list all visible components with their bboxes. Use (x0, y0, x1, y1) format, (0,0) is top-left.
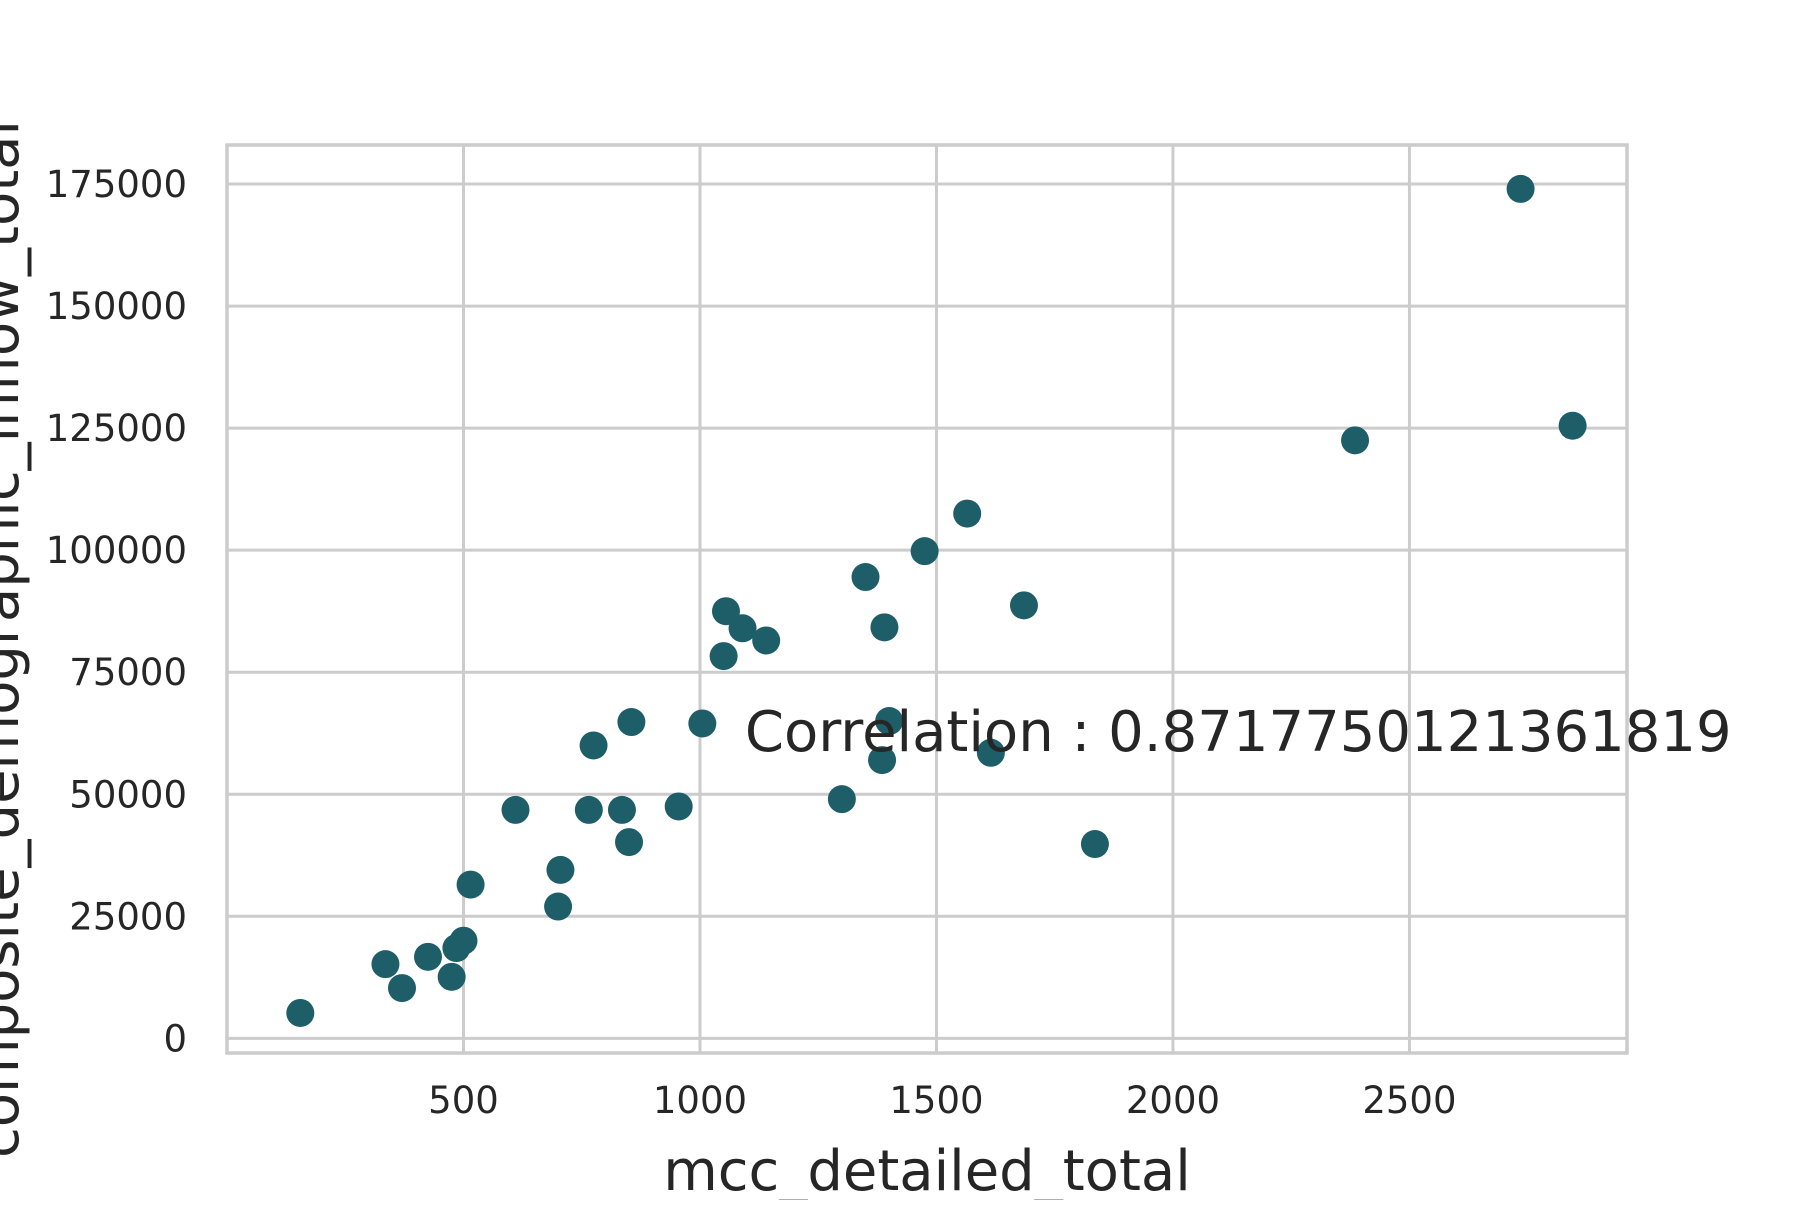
data-point (688, 709, 717, 738)
data-point (728, 614, 757, 643)
data-point (664, 792, 693, 821)
data-point (579, 731, 608, 760)
correlation-annotation: Correlation : 0.8717750121361819 (745, 700, 1732, 765)
y-axis-label: composite_demographic_inflow_total (0, 120, 32, 1158)
data-point (371, 950, 400, 979)
x-tick-label: 1500 (889, 1079, 983, 1122)
data-point (286, 998, 315, 1027)
data-point (1009, 591, 1038, 620)
x-tick-label: 2000 (1126, 1079, 1220, 1122)
grid (227, 145, 1627, 1053)
y-tick-label: 100000 (46, 529, 187, 572)
data-point (1341, 426, 1370, 455)
data-point (546, 855, 575, 884)
data-point (910, 537, 939, 566)
y-tick-label: 75000 (69, 651, 187, 694)
data-point (875, 707, 904, 736)
data-point (870, 613, 899, 642)
data-point (449, 926, 478, 955)
y-tick-label: 50000 (69, 773, 187, 816)
x-tick-label: 1000 (653, 1079, 747, 1122)
y-tick-label: 125000 (46, 407, 187, 450)
data-point (709, 642, 738, 671)
data-point (1080, 830, 1109, 859)
x-tick-labels: 500 1000 1500 2000 2500 (428, 1079, 1456, 1122)
data-point (1506, 174, 1535, 203)
x-tick-label: 500 (428, 1079, 499, 1122)
y-tick-labels: 0 25000 50000 75000 100000 125000 150000 175000 (46, 163, 187, 1060)
data-point (615, 828, 644, 857)
data-point (456, 870, 485, 899)
data-point (617, 708, 646, 737)
data-point (501, 795, 530, 824)
data-point (851, 563, 880, 592)
data-point (827, 785, 856, 814)
x-axis-label: mcc_detailed_total (663, 1139, 1191, 1200)
data-point (752, 626, 781, 655)
data-points (286, 174, 1587, 1027)
data-point (414, 942, 443, 971)
data-point (1558, 411, 1587, 440)
data-point (544, 892, 573, 921)
y-tick-label: 0 (163, 1017, 187, 1060)
data-point (953, 499, 982, 528)
x-tick-label: 2500 (1362, 1079, 1456, 1122)
y-tick-label: 175000 (46, 163, 187, 206)
data-point (976, 738, 1005, 767)
data-point (607, 795, 636, 824)
data-point (574, 795, 603, 824)
plot-frame (225, 143, 1629, 1055)
y-tick-label: 25000 (69, 895, 187, 938)
data-point (388, 974, 416, 1003)
y-tick-label: 150000 (46, 285, 187, 328)
data-point (868, 746, 897, 775)
data-point (437, 962, 466, 991)
